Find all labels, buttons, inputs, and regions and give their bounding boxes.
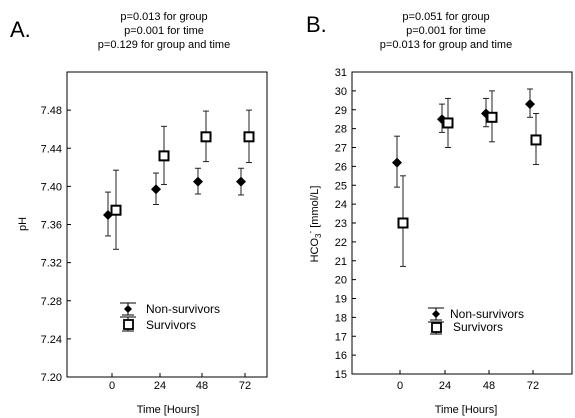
panel-b-annotation-1: p=0.051 for group — [402, 11, 489, 23]
legend-label-non-survivors: Non-survivors — [450, 307, 524, 321]
panel-a-annotation-3: p=0.129 for group and time — [98, 39, 230, 51]
x-tick-label: 0 — [397, 380, 403, 392]
point-survivors — [158, 150, 170, 162]
y-tick-label: 26 — [335, 161, 347, 173]
y-tick-label: 23 — [335, 218, 347, 230]
legend-item-survivors: Survivors — [428, 320, 503, 335]
x-tick-label: 0 — [109, 380, 115, 392]
point-survivors — [243, 131, 255, 143]
point-survivors — [442, 117, 454, 129]
x-tick-label: 24 — [439, 380, 451, 392]
point-survivors — [486, 111, 498, 123]
panel-b-annotation-3: p=0.013 for group and time — [380, 39, 512, 51]
y-tick-label: 18 — [335, 312, 347, 324]
point-non-survivors — [392, 157, 402, 168]
y-tick-label: 7.48 — [41, 105, 62, 117]
y-tick-label: 7.24 — [41, 334, 62, 346]
point-survivors — [530, 134, 542, 146]
x-tick-label: 72 — [527, 380, 539, 392]
panel-b-y-axis: 15 16 17 18 19 20 21 22 23 24 25 26 27 28 29 30 31 — [335, 67, 356, 381]
y-tick-label: 24 — [335, 199, 347, 211]
y-tick-label: 21 — [335, 256, 347, 268]
panel-b-y-axis-label: HCO3- [mmol/L] — [306, 186, 323, 263]
point-non-survivors — [151, 184, 161, 195]
panel-b: B. p=0.051 for group p=0.001 for time p=… — [306, 11, 573, 416]
panel-a-legend: Non-survivors Survivors — [120, 302, 220, 332]
panel-b-marks — [392, 88, 542, 267]
x-tick-label: 48 — [196, 380, 208, 392]
panel-a-marks — [103, 109, 255, 250]
square-icon — [431, 322, 442, 333]
diamond-icon — [124, 305, 132, 313]
panel-a-annotation-2: p=0.001 for time — [124, 25, 204, 37]
panel-b-annotation-2: p=0.001 for time — [406, 25, 486, 37]
point-survivors — [110, 204, 122, 216]
panel-b-letter: B. — [306, 12, 327, 37]
diamond-icon — [432, 310, 440, 318]
panel-b-x-axis: 0 24 48 72 — [397, 370, 539, 392]
y-tick-label: 25 — [335, 180, 347, 192]
y-tick-label: 16 — [335, 350, 347, 362]
y-tick-label: 7.28 — [41, 296, 62, 308]
y-tick-label: 7.44 — [41, 143, 62, 155]
point-non-survivors — [193, 176, 203, 187]
y-tick-label: 7.36 — [41, 220, 62, 232]
y-tick-label: 29 — [335, 105, 347, 117]
panel-a-letter: A. — [10, 17, 31, 42]
y-tick-label: 31 — [335, 67, 347, 79]
point-survivors — [200, 131, 212, 143]
y-tick-label: 7.20 — [41, 372, 62, 384]
legend-item-survivors: Survivors — [120, 316, 196, 332]
y-tick-label: 28 — [335, 124, 347, 136]
x-tick-label: 48 — [483, 380, 495, 392]
legend-label-survivors: Survivors — [453, 320, 503, 334]
legend-label-non-survivors: Non-survivors — [146, 302, 220, 316]
y-tick-label: 20 — [335, 275, 347, 287]
y-tick-label: 7.32 — [41, 258, 62, 270]
panel-b-legend: Non-survivors Survivors — [428, 307, 524, 335]
panel-b-x-axis-label: Time [Hours] — [435, 404, 498, 416]
panel-a-annotation-1: p=0.013 for group — [120, 11, 207, 23]
panel-a-x-axis: 0 24 48 72 — [109, 373, 251, 392]
legend-item-non-survivors: Non-survivors — [120, 302, 220, 316]
panel-a: A. p=0.013 for group p=0.001 for time p=… — [10, 11, 268, 416]
y-tick-label: 27 — [335, 143, 347, 155]
point-non-survivors — [525, 99, 535, 110]
legend-label-survivors: Survivors — [146, 318, 196, 332]
y-tick-label: 30 — [335, 86, 347, 98]
y-tick-label: 15 — [335, 369, 347, 381]
panel-a-y-axis: 7.20 7.24 7.28 7.32 7.36 7.40 7.44 7.48 — [41, 105, 71, 384]
y-tick-label: 22 — [335, 237, 347, 249]
x-tick-label: 72 — [239, 380, 251, 392]
point-non-survivors — [236, 176, 246, 187]
y-tick-label: 17 — [335, 331, 347, 343]
y-tick-label: 19 — [335, 294, 347, 306]
y-tick-label: 7.40 — [41, 181, 62, 193]
square-icon — [123, 319, 134, 330]
panel-a-y-axis-label: pH — [17, 217, 29, 231]
legend-item-non-survivors: Non-survivors — [428, 307, 524, 321]
x-tick-label: 24 — [154, 380, 166, 392]
panel-a-x-axis-label: Time [Hours] — [137, 404, 200, 416]
point-survivors — [397, 217, 409, 229]
